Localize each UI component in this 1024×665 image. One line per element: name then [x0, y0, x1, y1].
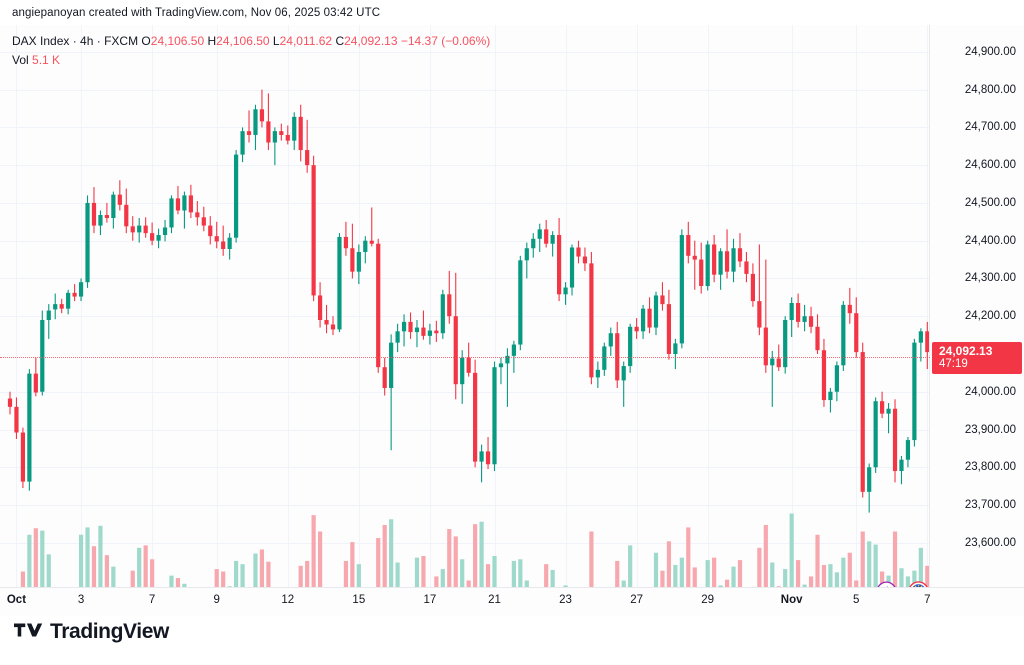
time-tick-label: 21 [488, 594, 501, 606]
gridline-horizontal [0, 505, 930, 507]
gridline-horizontal [0, 429, 930, 431]
price-tick-label: 24,600.00 [964, 159, 1016, 172]
current-price-value: 24,092.13 [939, 343, 993, 358]
gridline-vertical [81, 25, 83, 587]
gridline-horizontal [0, 467, 930, 469]
price-tick-label: 24,000.00 [964, 385, 1016, 398]
gridline-vertical [152, 25, 154, 587]
time-tick-label: 3 [77, 594, 85, 606]
price-tick-label: 23,800.00 [964, 461, 1016, 474]
lightning-bolt-icon[interactable] [876, 581, 897, 587]
gridline-horizontal [0, 202, 930, 204]
current-price-line [0, 356, 930, 358]
eu-flag-icon[interactable] [908, 581, 929, 587]
bar-countdown: 47:19 [939, 357, 968, 370]
gridline-vertical [927, 25, 929, 587]
price-tick-label: 24,900.00 [964, 45, 1016, 58]
gridline-horizontal [0, 89, 930, 91]
gridline-vertical [494, 25, 496, 587]
price-tick-label: 23,700.00 [964, 499, 1016, 512]
price-tick-label: 24,800.00 [964, 83, 1016, 96]
gridline-vertical [287, 25, 289, 587]
gridline-horizontal [0, 240, 930, 242]
time-tick-label: 29 [701, 594, 715, 606]
time-tick-label: 12 [281, 594, 295, 606]
price-tick-label: 24,400.00 [964, 234, 1016, 247]
time-tick-label: 17 [423, 594, 437, 606]
time-tick-label: Nov [780, 594, 803, 606]
gridline-vertical [565, 25, 567, 587]
current-price-badge[interactable]: 24,092.13 47:19 [932, 341, 1022, 374]
time-tick-label: 7 [924, 594, 931, 606]
attribution-text: angiepanoyan created with TradingView.co… [12, 7, 381, 19]
time-tick-label: 15 [352, 594, 366, 606]
price-tick-label: 24,300.00 [964, 272, 1016, 285]
plot-area[interactable] [0, 25, 930, 587]
gridline-vertical [16, 25, 18, 587]
price-tick-label: 23,900.00 [964, 423, 1016, 436]
time-tick-label: 7 [148, 594, 156, 606]
time-tick-label: 23 [559, 594, 572, 606]
price-tick-label: 24,200.00 [964, 310, 1016, 323]
gridline-vertical [636, 25, 638, 587]
gridline-horizontal [0, 391, 930, 393]
volume-histogram [20, 513, 930, 587]
gridline-horizontal [0, 51, 930, 53]
time-tick-label: Oct [6, 594, 27, 606]
tradingview-logo-icon [14, 621, 43, 644]
gridline-vertical [429, 25, 431, 587]
chart-frame: 24,900.00 24,800.00 24,700.00 24,600.00 24,5… [0, 25, 1024, 587]
gridline-vertical [216, 25, 218, 587]
time-scale-axis[interactable]: Oct 3 7 9 12 15 17 21 23 27 29 Nov 5 7 [0, 587, 1024, 616]
tradingview-footer: TradingView [14, 620, 169, 644]
tradingview-logo-text: TradingView [50, 620, 169, 643]
time-tick-label: 27 [630, 594, 644, 606]
candlestick-series [7, 89, 930, 587]
gridline-vertical [358, 25, 360, 587]
price-tick-label: 24,500.00 [964, 196, 1016, 209]
gridline-horizontal [0, 542, 930, 544]
gridline-horizontal [0, 127, 930, 129]
candle-group [7, 89, 930, 513]
gridline-horizontal [0, 316, 930, 318]
gridline-vertical [707, 25, 709, 587]
gridline-horizontal [0, 278, 930, 280]
gridline-horizontal [0, 165, 930, 167]
price-scale-axis[interactable]: 24,900.00 24,800.00 24,700.00 24,600.00 24,5… [929, 25, 1024, 587]
chart-corner-icons [876, 581, 929, 587]
price-tick-label: 23,600.00 [964, 536, 1016, 549]
time-tick-label: 5 [853, 594, 860, 606]
price-tick-label: 24,700.00 [964, 121, 1016, 134]
time-tick-label: 9 [213, 594, 220, 606]
